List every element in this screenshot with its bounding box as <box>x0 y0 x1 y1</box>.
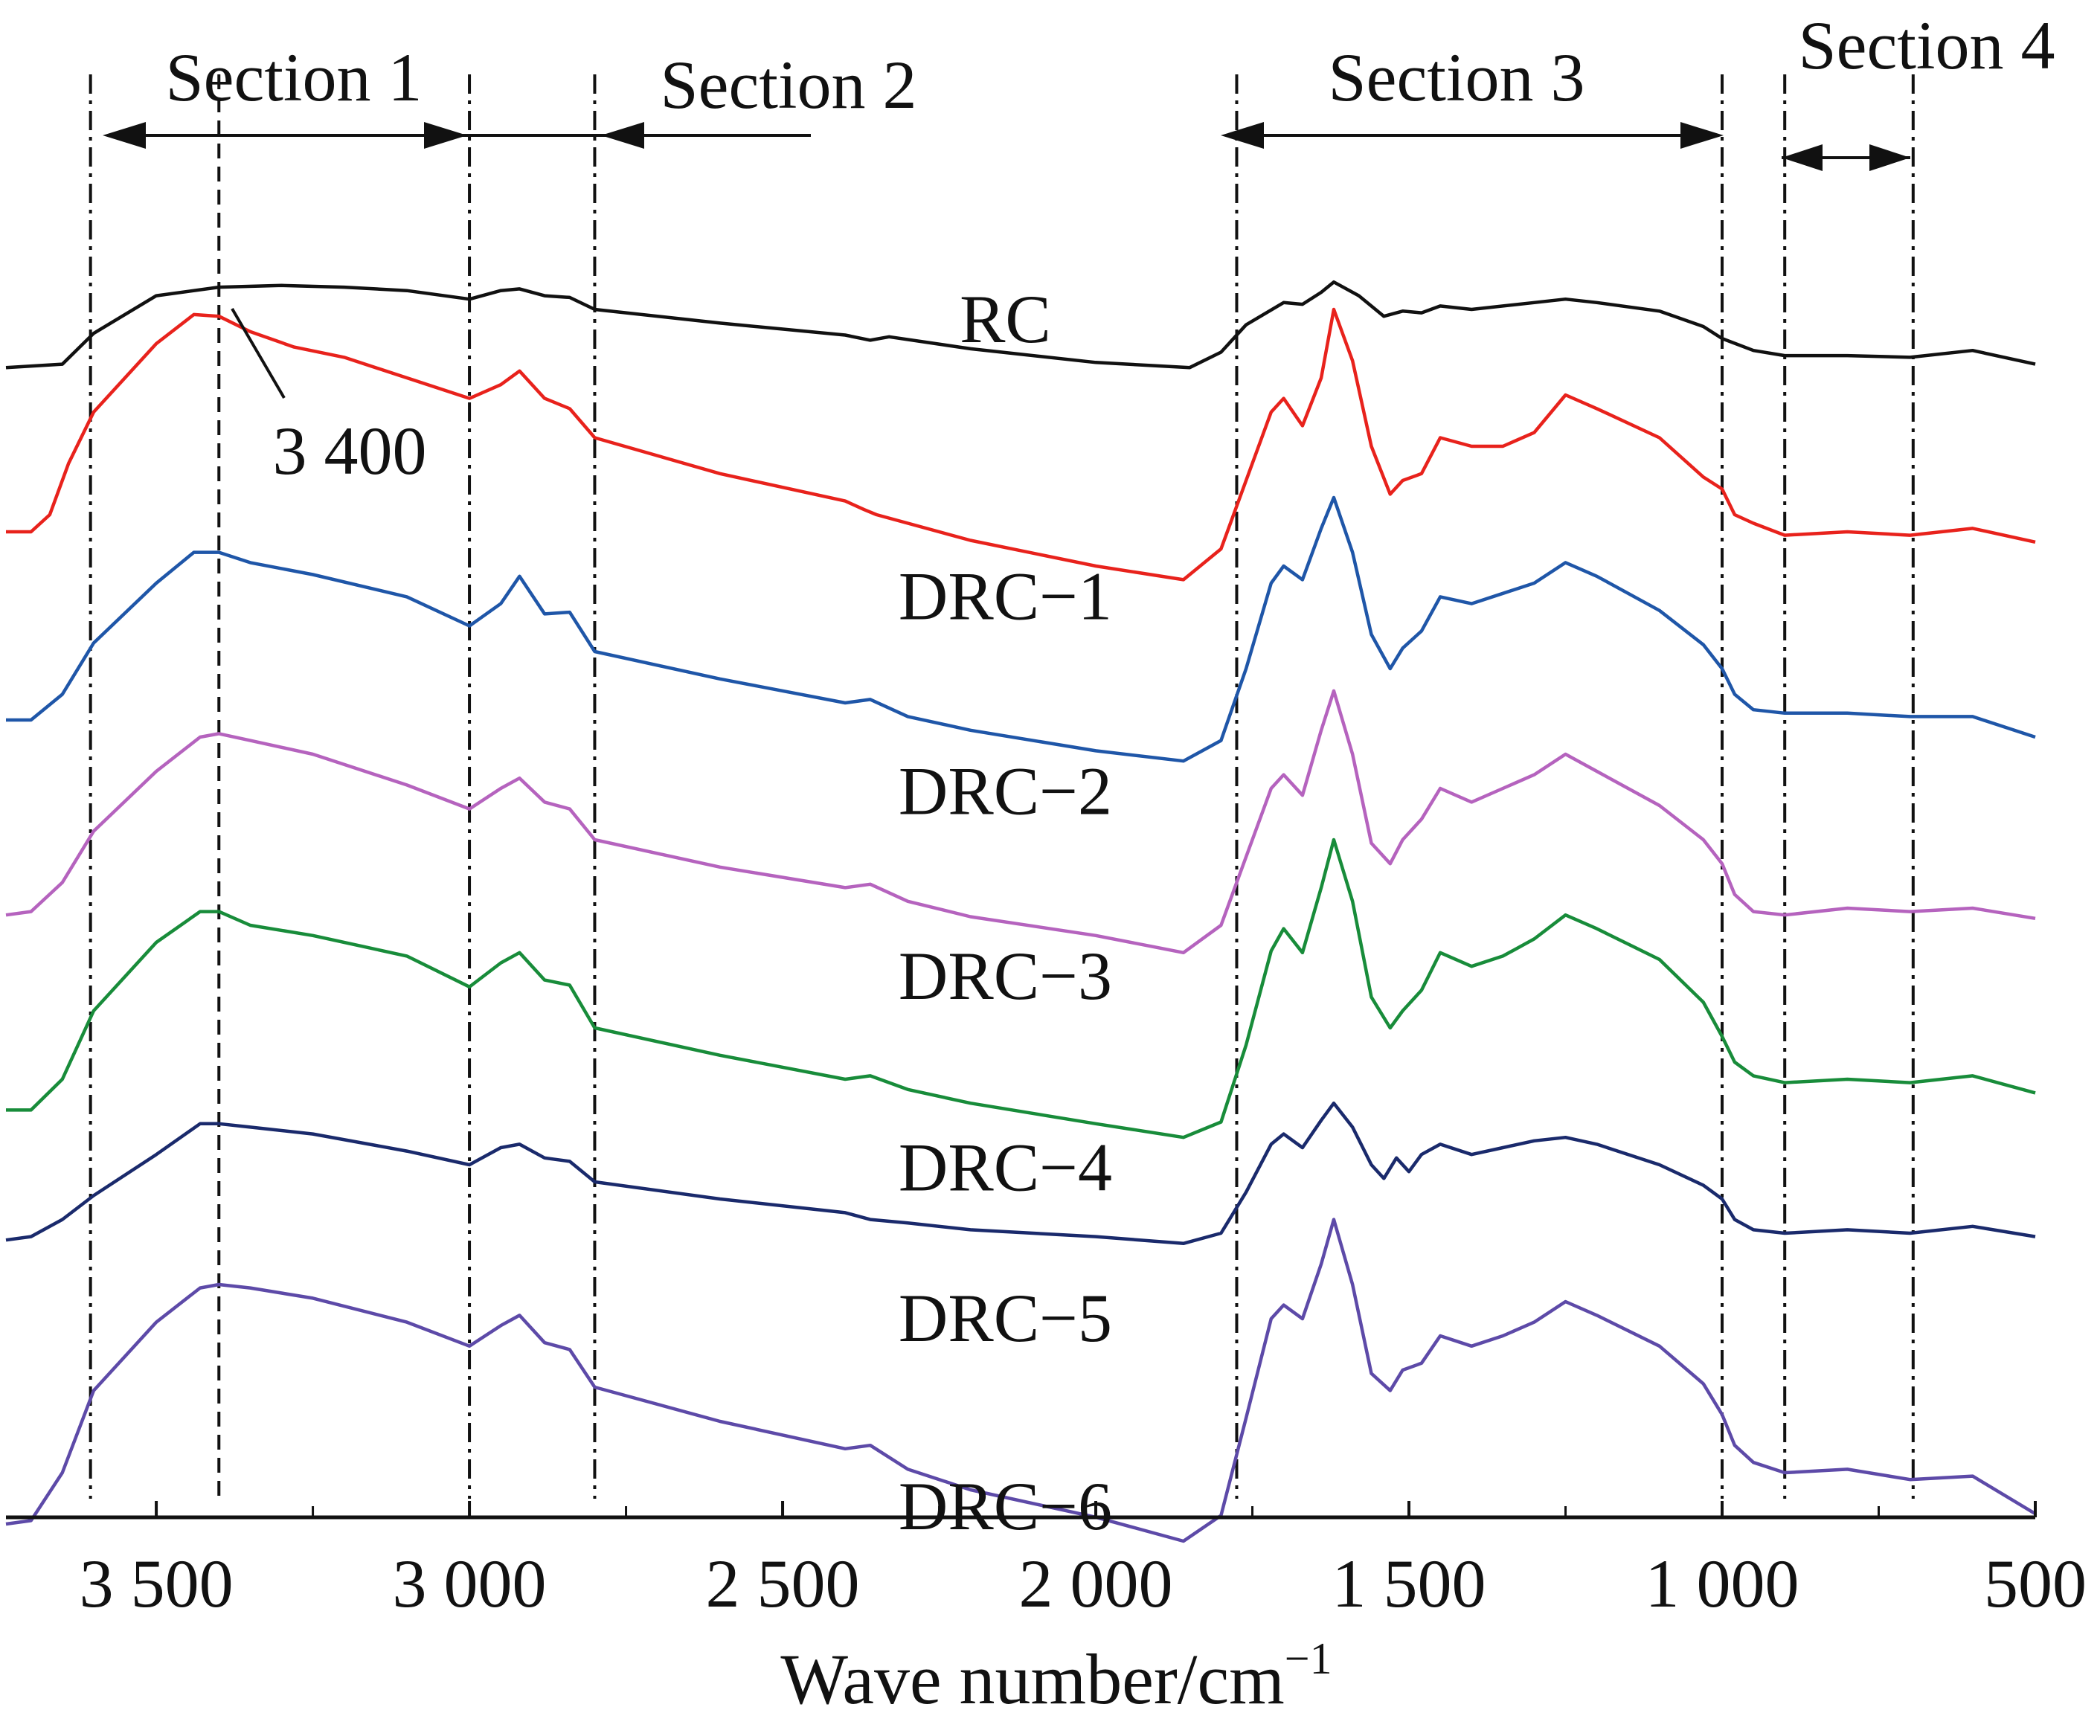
section-4-arrowhead-left <box>1782 144 1823 171</box>
x-axis: 3 500 3 000 2 500 2 000 1 500 1 000 500 <box>6 1501 2087 1621</box>
peak-annotation-label: 3 400 <box>273 413 427 489</box>
series-line-drc-4 <box>6 838 2036 1139</box>
section-2-arrowhead-left <box>601 122 644 149</box>
x-tick-label-2500: 2 500 <box>706 1546 860 1621</box>
series-label-drc-5: DRC−5 <box>899 1280 1112 1356</box>
section-3-label: Section 3 <box>1329 39 1585 115</box>
series-line-drc-5 <box>5 1101 2036 1246</box>
x-tick-label-1500: 1 500 <box>1332 1546 1486 1621</box>
spectra-curves <box>5 280 2037 1543</box>
series-label-drc-2: DRC−2 <box>899 753 1112 829</box>
series-label-drc-1: DRC−1 <box>899 558 1112 634</box>
series-line-drc-3 <box>5 689 2036 955</box>
section-1-arrowhead-left <box>103 122 146 149</box>
series-label-rc: RC <box>960 281 1051 357</box>
series-line-rc <box>5 280 2036 370</box>
section-1-arrowhead-right <box>424 122 467 149</box>
x-tick-label-500: 500 <box>1984 1546 2087 1621</box>
section-markers: Section 1 Section 2 Section 3 Section 4 <box>103 7 2055 171</box>
section-3-arrowhead-right <box>1680 122 1724 149</box>
peak-annotation: 3 400 <box>231 307 427 489</box>
series-labels: RC DRC−1 DRC−2 DRC−3 DRC−4 DRC−5 DRC−6 <box>899 281 1112 1544</box>
x-axis-title-superscript: −1 <box>1285 1634 1332 1683</box>
section-4-label: Section 4 <box>1799 7 2055 83</box>
series-line-drc-6 <box>5 1218 2037 1543</box>
x-axis-title-text: Wave number/cm <box>780 1639 1284 1719</box>
x-axis-title: Wave number/cm−1 <box>780 1634 1332 1719</box>
series-line-drc-2 <box>6 495 2036 763</box>
x-tick-label-3000: 3 000 <box>393 1546 547 1621</box>
section-4-arrowhead-right <box>1869 144 1910 171</box>
section-3-arrowhead-left <box>1221 122 1264 149</box>
series-label-drc-6: DRC−6 <box>899 1468 1112 1544</box>
x-tick-label-3500: 3 500 <box>80 1546 234 1621</box>
x-tick-label-2000: 2 000 <box>1019 1546 1173 1621</box>
series-label-drc-4: DRC−4 <box>899 1130 1112 1206</box>
section-2-label: Section 2 <box>661 47 917 123</box>
reference-lines <box>89 74 1915 1499</box>
x-tick-label-1000: 1 000 <box>1645 1546 1799 1621</box>
section-1-label: Section 1 <box>166 39 423 115</box>
peak-annotation-leader <box>231 307 286 399</box>
series-line-drc-1 <box>6 307 2036 582</box>
series-label-drc-3: DRC−3 <box>899 938 1112 1014</box>
